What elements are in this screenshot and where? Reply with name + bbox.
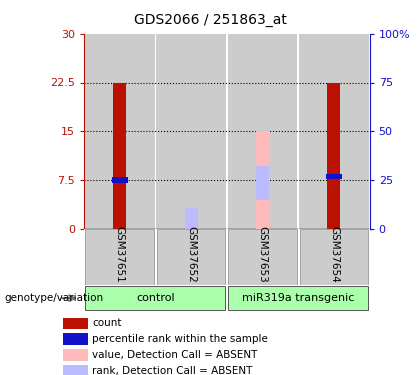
Text: count: count: [92, 318, 122, 328]
Bar: [156, 34, 226, 229]
Text: GDS2066 / 251863_at: GDS2066 / 251863_at: [134, 13, 286, 27]
Bar: [63, 333, 88, 345]
Text: value, Detection Call = ABSENT: value, Detection Call = ABSENT: [92, 350, 258, 360]
Bar: [256, 166, 269, 200]
Bar: [228, 34, 297, 229]
Bar: [63, 365, 88, 375]
Bar: [113, 82, 126, 229]
Text: GSM37651: GSM37651: [115, 226, 125, 282]
Text: GSM37653: GSM37653: [257, 226, 268, 282]
Bar: [112, 177, 128, 183]
Bar: [328, 82, 340, 229]
Text: GSM37654: GSM37654: [329, 226, 339, 282]
Bar: [85, 34, 155, 229]
Text: GSM37652: GSM37652: [186, 226, 196, 282]
Bar: [85, 286, 226, 310]
Bar: [228, 286, 368, 310]
Bar: [63, 350, 88, 361]
Text: control: control: [136, 292, 175, 303]
Bar: [326, 174, 342, 179]
Bar: [299, 229, 368, 285]
Text: genotype/variation: genotype/variation: [4, 292, 103, 303]
Bar: [228, 229, 297, 285]
Bar: [185, 208, 197, 242]
Bar: [157, 229, 226, 285]
Text: rank, Detection Call = ABSENT: rank, Detection Call = ABSENT: [92, 366, 253, 375]
Bar: [299, 34, 369, 229]
Bar: [185, 222, 197, 229]
Bar: [85, 229, 154, 285]
Bar: [63, 318, 88, 329]
Bar: [256, 131, 269, 229]
Text: percentile rank within the sample: percentile rank within the sample: [92, 334, 268, 344]
Text: miR319a transgenic: miR319a transgenic: [242, 292, 354, 303]
